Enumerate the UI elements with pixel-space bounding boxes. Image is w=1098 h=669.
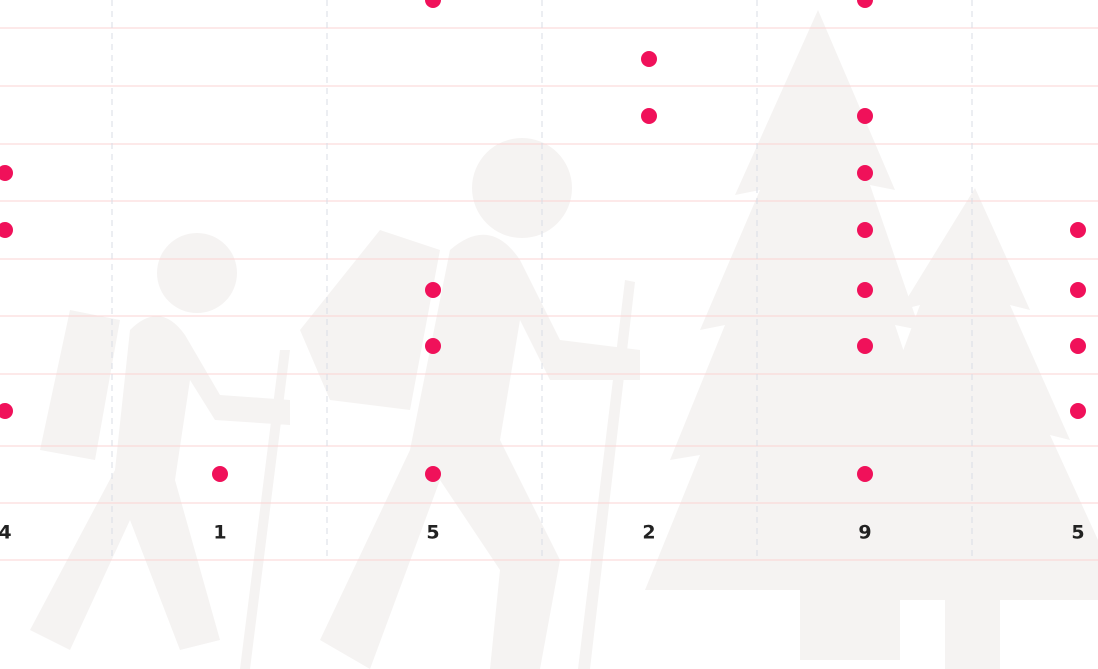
dot bbox=[857, 338, 873, 354]
dot bbox=[1070, 338, 1086, 354]
background bbox=[30, 10, 1098, 669]
count-label: 2 bbox=[642, 522, 655, 544]
dot bbox=[857, 108, 873, 124]
dot bbox=[857, 222, 873, 238]
dot bbox=[0, 403, 13, 419]
hiker-body bbox=[300, 230, 640, 669]
dot bbox=[1070, 222, 1086, 238]
dot bbox=[425, 0, 441, 8]
dot bbox=[641, 51, 657, 67]
dot bbox=[641, 108, 657, 124]
count-label: 1 bbox=[213, 522, 226, 544]
count-label: 5 bbox=[426, 522, 439, 544]
count-label: 9 bbox=[858, 522, 871, 544]
dot bbox=[0, 165, 13, 181]
hiker-body bbox=[30, 310, 290, 669]
dot bbox=[0, 222, 13, 238]
hiker-head bbox=[157, 233, 237, 313]
dot bbox=[1070, 403, 1086, 419]
count-label: 5 bbox=[1071, 522, 1084, 544]
dot bbox=[857, 282, 873, 298]
tree bbox=[850, 188, 1098, 669]
count-label: 4 bbox=[0, 522, 12, 544]
dot bbox=[857, 165, 873, 181]
dot bbox=[425, 338, 441, 354]
dot bbox=[212, 466, 228, 482]
dot bbox=[425, 466, 441, 482]
dot bbox=[425, 282, 441, 298]
dot bbox=[857, 466, 873, 482]
dot bbox=[857, 0, 873, 8]
hiker-head bbox=[472, 138, 572, 238]
dot bbox=[1070, 282, 1086, 298]
